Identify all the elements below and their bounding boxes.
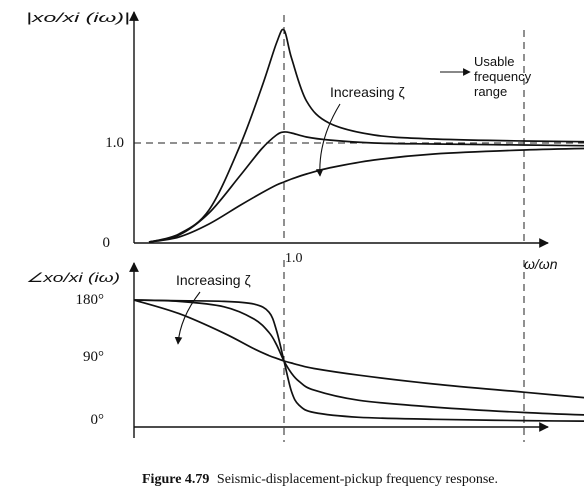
magnitude-increasing-damping-label: Increasing ζ — [330, 84, 405, 100]
phase-y-axis-label: ∠xo/xi (iω) — [26, 270, 120, 285]
phase-y-tick-90: 90° — [83, 349, 104, 365]
usable-frequency-range-label: Usable frequency range — [474, 54, 532, 99]
figure-caption-text: Seismic-displacement-pickup frequency re… — [217, 472, 498, 487]
usable-frequency-range-label-box: Usable frequency range — [474, 54, 532, 99]
phase-increasing-damping-arrow — [174, 291, 201, 345]
magnitude-curve-series-1 — [148, 28, 584, 243]
magnitude-increasing-damping-arrow — [315, 103, 341, 177]
figure-caption-number: Figure 4.79 — [142, 472, 209, 487]
phase-y-tick-180: 180° — [76, 292, 105, 308]
frequency-ratio-axis-label: ω/ωn — [524, 256, 558, 272]
magnitude-x-tick-1: 1.0 — [285, 251, 303, 266]
phase-curve-series-3 — [133, 299, 584, 399]
magnitude-y-axis-label: |xo/xi (iω)| — [26, 10, 130, 25]
magnitude-y-tick-1: 1.0 — [105, 135, 124, 151]
magnitude-curve-series-3 — [148, 147, 584, 243]
phase-plot: 180° 90° 0° ∠xo/xi (iω) Increasing ζ — [26, 260, 584, 442]
figure-caption: Figure 4.79 Seismic-displacement-pickup … — [142, 472, 498, 487]
magnitude-curve-series-2 — [148, 131, 584, 243]
phase-curve-series-1 — [133, 299, 584, 423]
magnitude-y-tick-0: 0 — [103, 235, 111, 251]
magnitude-plot: 0 1.0 1.0 |xo/xi (iω)| ω/ωn Increasing ζ… — [26, 10, 584, 272]
phase-curves — [133, 299, 584, 423]
phase-y-tick-0: 0° — [91, 412, 105, 428]
phase-curve-series-2 — [133, 299, 584, 416]
magnitude-curves — [148, 28, 584, 243]
phase-increasing-damping-label: Increasing ζ — [176, 272, 251, 288]
